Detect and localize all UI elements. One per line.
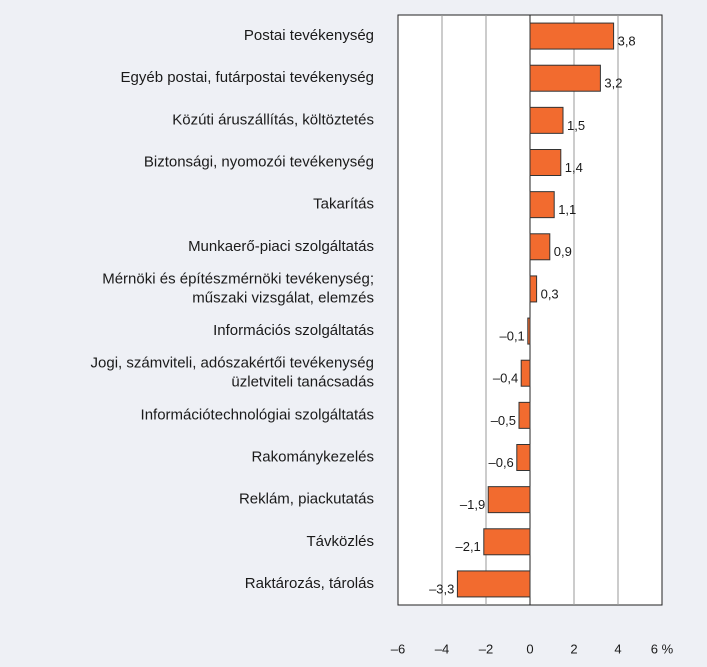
category-line: Közúti áruszállítás, költöztetés — [172, 111, 374, 128]
bar — [527, 317, 531, 345]
category-label: Postai tevékenység — [244, 27, 374, 44]
value-label: –2,1 — [455, 539, 480, 554]
value-label: –0,1 — [499, 329, 524, 344]
x-tick-label: 4 — [614, 641, 621, 656]
value-label: –0,6 — [488, 455, 513, 470]
category-label: Egyéb postai, futárpostai tevékenység — [121, 69, 375, 86]
value-label: 1,4 — [565, 160, 583, 175]
x-tick-label: –4 — [435, 641, 449, 656]
category-line: Raktározás, tárolás — [245, 575, 374, 592]
x-tick-label: –6 — [391, 641, 405, 656]
category-label: Jogi, számviteli, adószakértői tevékenys… — [91, 355, 374, 391]
x-tick-label: 0 — [526, 641, 533, 656]
category-line: Információtechnológiai szolgáltatás — [141, 406, 374, 423]
category-label: Információs szolgáltatás — [213, 322, 374, 339]
value-label: 1,1 — [558, 202, 576, 217]
value-label: 1,5 — [567, 118, 585, 133]
category-line: műszaki vizsgálat, elemzés — [192, 289, 374, 306]
category-line: Takarítás — [313, 196, 374, 213]
category-line: Rakománykezelés — [251, 448, 374, 465]
category-label: Mérnöki és építészmérnöki tevékenység; mű… — [102, 270, 374, 306]
category-line: Biztonsági, nyomozói tevékenység — [144, 153, 374, 170]
category-label: Információtechnológiai szolgáltatás — [141, 406, 374, 423]
value-label: –0,4 — [493, 371, 518, 386]
value-label: 0,3 — [541, 286, 559, 301]
x-tick-label: –2 — [479, 641, 493, 656]
bar — [516, 444, 531, 471]
bar — [456, 570, 531, 598]
bar — [487, 486, 531, 514]
bar — [529, 64, 601, 92]
value-label: 3,2 — [604, 76, 622, 91]
x-tick-label: 6 % — [651, 641, 674, 656]
category-label: Távközlés — [306, 533, 374, 550]
category-label: Rakománykezelés — [251, 448, 374, 465]
bar — [529, 149, 562, 176]
bar — [520, 359, 531, 387]
category-line: Reklám, piackutatás — [239, 491, 374, 508]
bar — [529, 106, 564, 134]
category-line: üzletviteli tanácsadás — [231, 374, 374, 391]
category-label: Reklám, piackutatás — [239, 491, 374, 508]
category-line: Munkaerő-piaci szolgáltatás — [188, 238, 374, 255]
bar — [529, 22, 615, 50]
value-label: –1,9 — [460, 497, 485, 512]
value-label: –0,5 — [491, 413, 516, 428]
category-line: Postai tevékenység — [244, 27, 374, 44]
bar — [529, 275, 538, 303]
category-line: Jogi, számviteli, adószakértői tevékenys… — [91, 355, 374, 372]
bar — [529, 233, 551, 261]
category-label: Biztonsági, nyomozói tevékenység — [144, 153, 374, 170]
bar — [518, 401, 531, 429]
category-line: Információs szolgáltatás — [213, 322, 374, 339]
value-label: –3,3 — [429, 581, 454, 596]
category-line: Mérnöki és építészmérnöki tevékenység; — [102, 270, 374, 287]
value-label: 3,8 — [618, 34, 636, 49]
bar — [529, 191, 555, 219]
category-line: Egyéb postai, futárpostai tevékenység — [121, 69, 375, 86]
category-label: Közúti áruszállítás, költöztetés — [172, 111, 374, 128]
value-label: 0,9 — [554, 244, 572, 259]
category-line: Távközlés — [306, 533, 374, 550]
category-label: Takarítás — [313, 196, 374, 213]
bar — [483, 528, 531, 556]
category-label: Raktározás, tárolás — [245, 575, 374, 592]
category-label: Munkaerő-piaci szolgáltatás — [188, 238, 374, 255]
x-tick-label: 2 — [570, 641, 577, 656]
